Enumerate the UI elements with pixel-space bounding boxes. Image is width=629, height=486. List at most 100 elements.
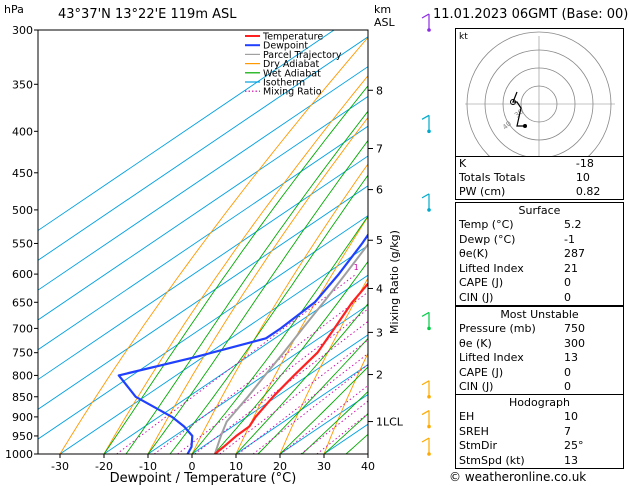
hodo-key: StmDir	[459, 439, 498, 452]
surface-value: 0	[564, 276, 571, 289]
temperature-tick-label: -30	[51, 460, 69, 473]
wet-adiabat-line	[279, 366, 368, 454]
pressure-tick-label: 900	[12, 411, 33, 424]
hodo-key: EH	[459, 410, 475, 423]
wet-adiabat-line	[191, 215, 368, 454]
storm-motion-marker	[510, 99, 516, 105]
temperature-tick-label: 20	[273, 460, 287, 473]
pressure-tick-label: 1000	[5, 448, 33, 461]
hodo-value: 7	[564, 424, 571, 438]
km-axis-label: km ASL	[374, 3, 396, 29]
mixing-ratio-line	[116, 273, 357, 454]
mixing-ratio-line	[194, 320, 368, 454]
isotherm-line	[38, 66, 368, 291]
temperature-tick-label: 0	[189, 460, 196, 473]
index-key: Totals Totals	[459, 171, 526, 184]
mu-value: 750	[564, 322, 585, 335]
index-row: Totals Totals 10	[456, 171, 624, 185]
temperature-tick-label: -20	[95, 460, 113, 473]
index-row: PW (cm) 0.82	[456, 185, 624, 200]
surface-key: Temp (°C)	[459, 218, 514, 231]
pressure-tick-label: 950	[12, 430, 33, 443]
wind-barb-flag	[421, 410, 430, 416]
mu-value: 300	[564, 336, 585, 350]
isotherm-line	[38, 30, 335, 232]
wet-adiabat-line	[235, 303, 368, 454]
mu-key: Pressure (mb)	[459, 322, 536, 335]
wind-barb-flag	[421, 193, 430, 199]
dry-adiabat-line	[103, 74, 368, 454]
isotherm-line	[38, 185, 368, 410]
parcel-trajectory-line	[213, 242, 368, 454]
wet-adiabat-line	[103, 85, 368, 454]
surface-key: θe(K)	[459, 247, 489, 260]
hodo-key: StmSpd (kt)	[459, 453, 525, 467]
isotherm-line	[59, 244, 368, 454]
km-tick-label: 3	[376, 326, 383, 339]
km-tick-label: 2	[376, 369, 383, 382]
plot-frame	[37, 29, 369, 455]
legend-label: Wet Adiabat	[263, 68, 321, 79]
surface-value: 0	[564, 290, 571, 304]
hodo-value: 13	[564, 453, 578, 467]
mu-value: 13	[564, 351, 578, 364]
wind-barb-dot	[427, 326, 431, 331]
mixing-ratio-label: 1	[354, 263, 359, 272]
most-unstable-box: Most Unstable Pressure (mb) 750 θe (K) 300…	[455, 306, 624, 396]
isotherm-line	[147, 304, 368, 454]
indices-table: K -18 Totals Totals 10 PW (cm) 0.82	[455, 156, 624, 200]
km-tick-label: 5	[376, 234, 383, 247]
wind-barb-flag	[421, 311, 430, 317]
legend-label: Mixing Ratio	[263, 87, 322, 98]
mu-key: CAPE (J)	[459, 365, 504, 379]
legend-label: Dry Adiabat	[263, 59, 320, 70]
isotherm-line	[103, 274, 368, 454]
wet-adiabat-line	[169, 174, 368, 454]
isotherm-line	[191, 334, 368, 454]
index-key: PW (cm)	[459, 185, 506, 198]
dry-adiabat-line	[279, 277, 368, 454]
dewpoint-line	[117, 232, 368, 454]
location-header: 43°37'N 13°22'E 119m ASL	[58, 7, 237, 22]
isotherm-line	[38, 125, 368, 351]
hodo-value: 10	[564, 410, 578, 423]
pressure-tick-label: 500	[12, 204, 33, 217]
pressure-tick-label: 800	[12, 369, 33, 382]
pressure-tick-label: 850	[12, 391, 33, 404]
surface-value: 287	[564, 247, 585, 260]
mu-value: 0	[564, 380, 571, 393]
y-axis-label: hPa	[4, 3, 24, 16]
wet-adiabat-line	[213, 260, 368, 454]
pressure-tick-label: 750	[12, 347, 33, 360]
temperature-tick-label: -10	[139, 460, 157, 473]
isotherm-line	[38, 95, 368, 321]
wind-barb-flag	[421, 437, 430, 443]
index-row: K -18	[456, 157, 624, 172]
mixing-ratio-line	[219, 339, 368, 454]
wind-barb-dot	[427, 28, 431, 32]
wind-barb-dot	[427, 394, 431, 399]
surface-key: CAPE (J)	[459, 276, 504, 289]
wind-barb-dot	[427, 208, 431, 212]
index-key: K	[459, 157, 467, 170]
wind-barb-dot	[427, 424, 431, 429]
wet-adiabat-line	[301, 390, 368, 454]
hodograph-unit-label: kt	[459, 32, 468, 42]
km-tick-label: 7	[376, 142, 383, 155]
wind-barb-flag	[421, 114, 430, 120]
surface-key: Dewp (°C)	[459, 232, 516, 246]
surface-value: -1	[564, 232, 575, 246]
mixing-ratio-label: 3	[411, 263, 416, 272]
index-value: 0.82	[575, 185, 601, 198]
hodograph-trace	[512, 91, 525, 127]
mixing-ratio-line	[252, 364, 368, 454]
hodograph-stats-box: Hodograph EH 10 SREH 7 StmDir 25° StmSpd (k…	[455, 394, 624, 469]
legend-label: Temperature	[262, 32, 323, 43]
hodograph-stats-title: Hodograph	[509, 396, 570, 409]
mixing-ratio-line	[177, 308, 368, 454]
dry-adiabat-line	[323, 352, 368, 454]
hodo-key: SREH	[459, 424, 489, 438]
surface-title: Surface	[518, 204, 561, 217]
